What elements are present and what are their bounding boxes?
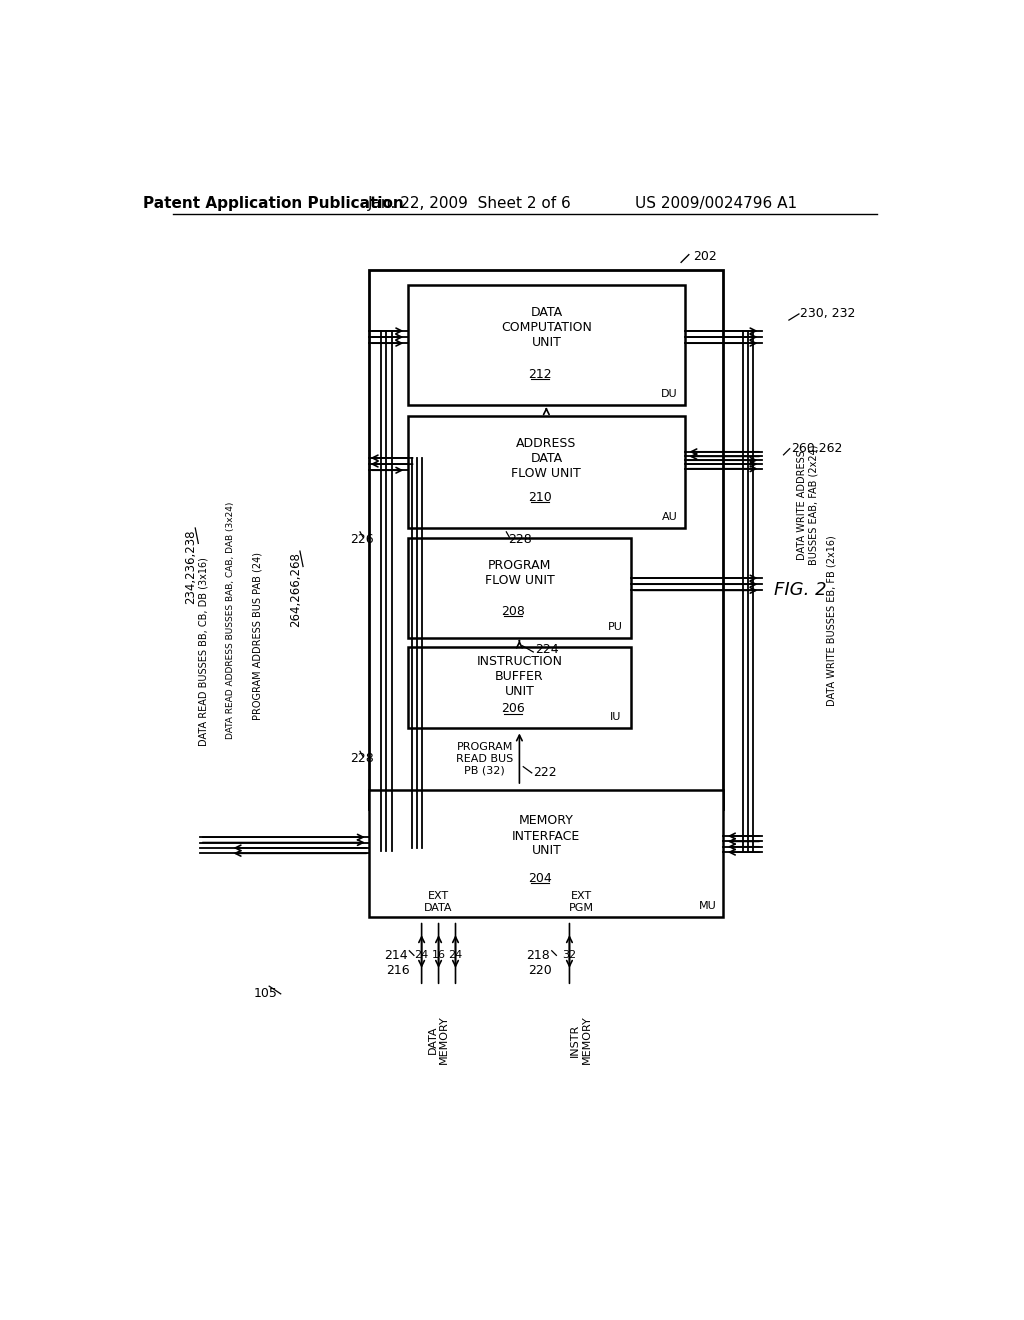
Text: 226: 226 <box>350 533 374 546</box>
Text: 210: 210 <box>528 491 552 504</box>
Bar <box>370 271 724 809</box>
Text: 24: 24 <box>415 950 429 961</box>
Text: DATA WRITE BUSSES EB, FB (2x16): DATA WRITE BUSSES EB, FB (2x16) <box>826 535 837 706</box>
Text: DATA
MEMORY: DATA MEMORY <box>428 1015 450 1064</box>
Text: DATA WRITE ADDRESS
BUSSES EAB, FAB (2x24): DATA WRITE ADDRESS BUSSES EAB, FAB (2x24… <box>798 445 819 565</box>
Text: 224: 224 <box>535 643 558 656</box>
Text: INSTRUCTION
BUFFER
UNIT: INSTRUCTION BUFFER UNIT <box>476 655 562 698</box>
Text: INSTR
MEMORY: INSTR MEMORY <box>570 1015 592 1064</box>
Text: 228: 228 <box>349 752 374 766</box>
Text: FIG. 2: FIG. 2 <box>774 581 826 598</box>
Text: Jan. 22, 2009  Sheet 2 of 6: Jan. 22, 2009 Sheet 2 of 6 <box>368 195 571 211</box>
Text: 218: 218 <box>526 949 550 962</box>
Text: 24: 24 <box>449 950 463 961</box>
Text: 105: 105 <box>253 987 278 1001</box>
Text: 264,266,268: 264,266,268 <box>290 552 303 627</box>
Text: 206: 206 <box>502 702 525 715</box>
Text: PROGRAM
FLOW UNIT: PROGRAM FLOW UNIT <box>484 558 554 586</box>
Text: 234,236,238: 234,236,238 <box>184 529 197 603</box>
Text: MU: MU <box>699 902 717 911</box>
Text: 220: 220 <box>528 964 552 977</box>
Text: US 2009/0024796 A1: US 2009/0024796 A1 <box>635 195 797 211</box>
Text: PROGRAM ADDRESS BUS PAB (24): PROGRAM ADDRESS BUS PAB (24) <box>253 552 262 719</box>
Text: 228: 228 <box>508 533 531 546</box>
Text: EXT
DATA: EXT DATA <box>424 891 453 913</box>
Bar <box>408 647 631 729</box>
Text: 32: 32 <box>562 950 577 961</box>
Bar <box>408 539 631 638</box>
Text: 212: 212 <box>528 367 552 380</box>
Text: 222: 222 <box>534 767 557 779</box>
Text: Patent Application Publication: Patent Application Publication <box>142 195 403 211</box>
Text: ADDRESS
DATA
FLOW UNIT: ADDRESS DATA FLOW UNIT <box>511 437 582 480</box>
Text: AU: AU <box>662 512 678 523</box>
Bar <box>408 416 685 528</box>
Text: 230, 232: 230, 232 <box>801 308 856 321</box>
Text: 216: 216 <box>386 964 410 977</box>
Text: IU: IU <box>610 713 622 722</box>
Text: PU: PU <box>608 622 623 632</box>
Text: DATA READ BUSSES BB, CB, DB (3x16): DATA READ BUSSES BB, CB, DB (3x16) <box>199 557 209 746</box>
Text: DATA READ ADDRESS BUSSES BAB, CAB, DAB (3x24): DATA READ ADDRESS BUSSES BAB, CAB, DAB (… <box>226 502 236 739</box>
Text: 208: 208 <box>502 605 525 618</box>
Text: 214: 214 <box>384 949 408 962</box>
Text: 202: 202 <box>692 249 717 263</box>
Text: DU: DU <box>662 389 678 399</box>
Text: 204: 204 <box>528 871 552 884</box>
Text: 16: 16 <box>431 950 445 961</box>
Text: PROGRAM
READ BUS
PB (32): PROGRAM READ BUS PB (32) <box>456 742 513 776</box>
Text: EXT
PGM: EXT PGM <box>568 891 594 913</box>
Text: DATA
COMPUTATION
UNIT: DATA COMPUTATION UNIT <box>501 306 592 350</box>
Bar <box>370 789 724 917</box>
Text: MEMORY
INTERFACE
UNIT: MEMORY INTERFACE UNIT <box>512 814 581 858</box>
Bar <box>408 285 685 405</box>
Text: 260,262: 260,262 <box>792 442 843 455</box>
